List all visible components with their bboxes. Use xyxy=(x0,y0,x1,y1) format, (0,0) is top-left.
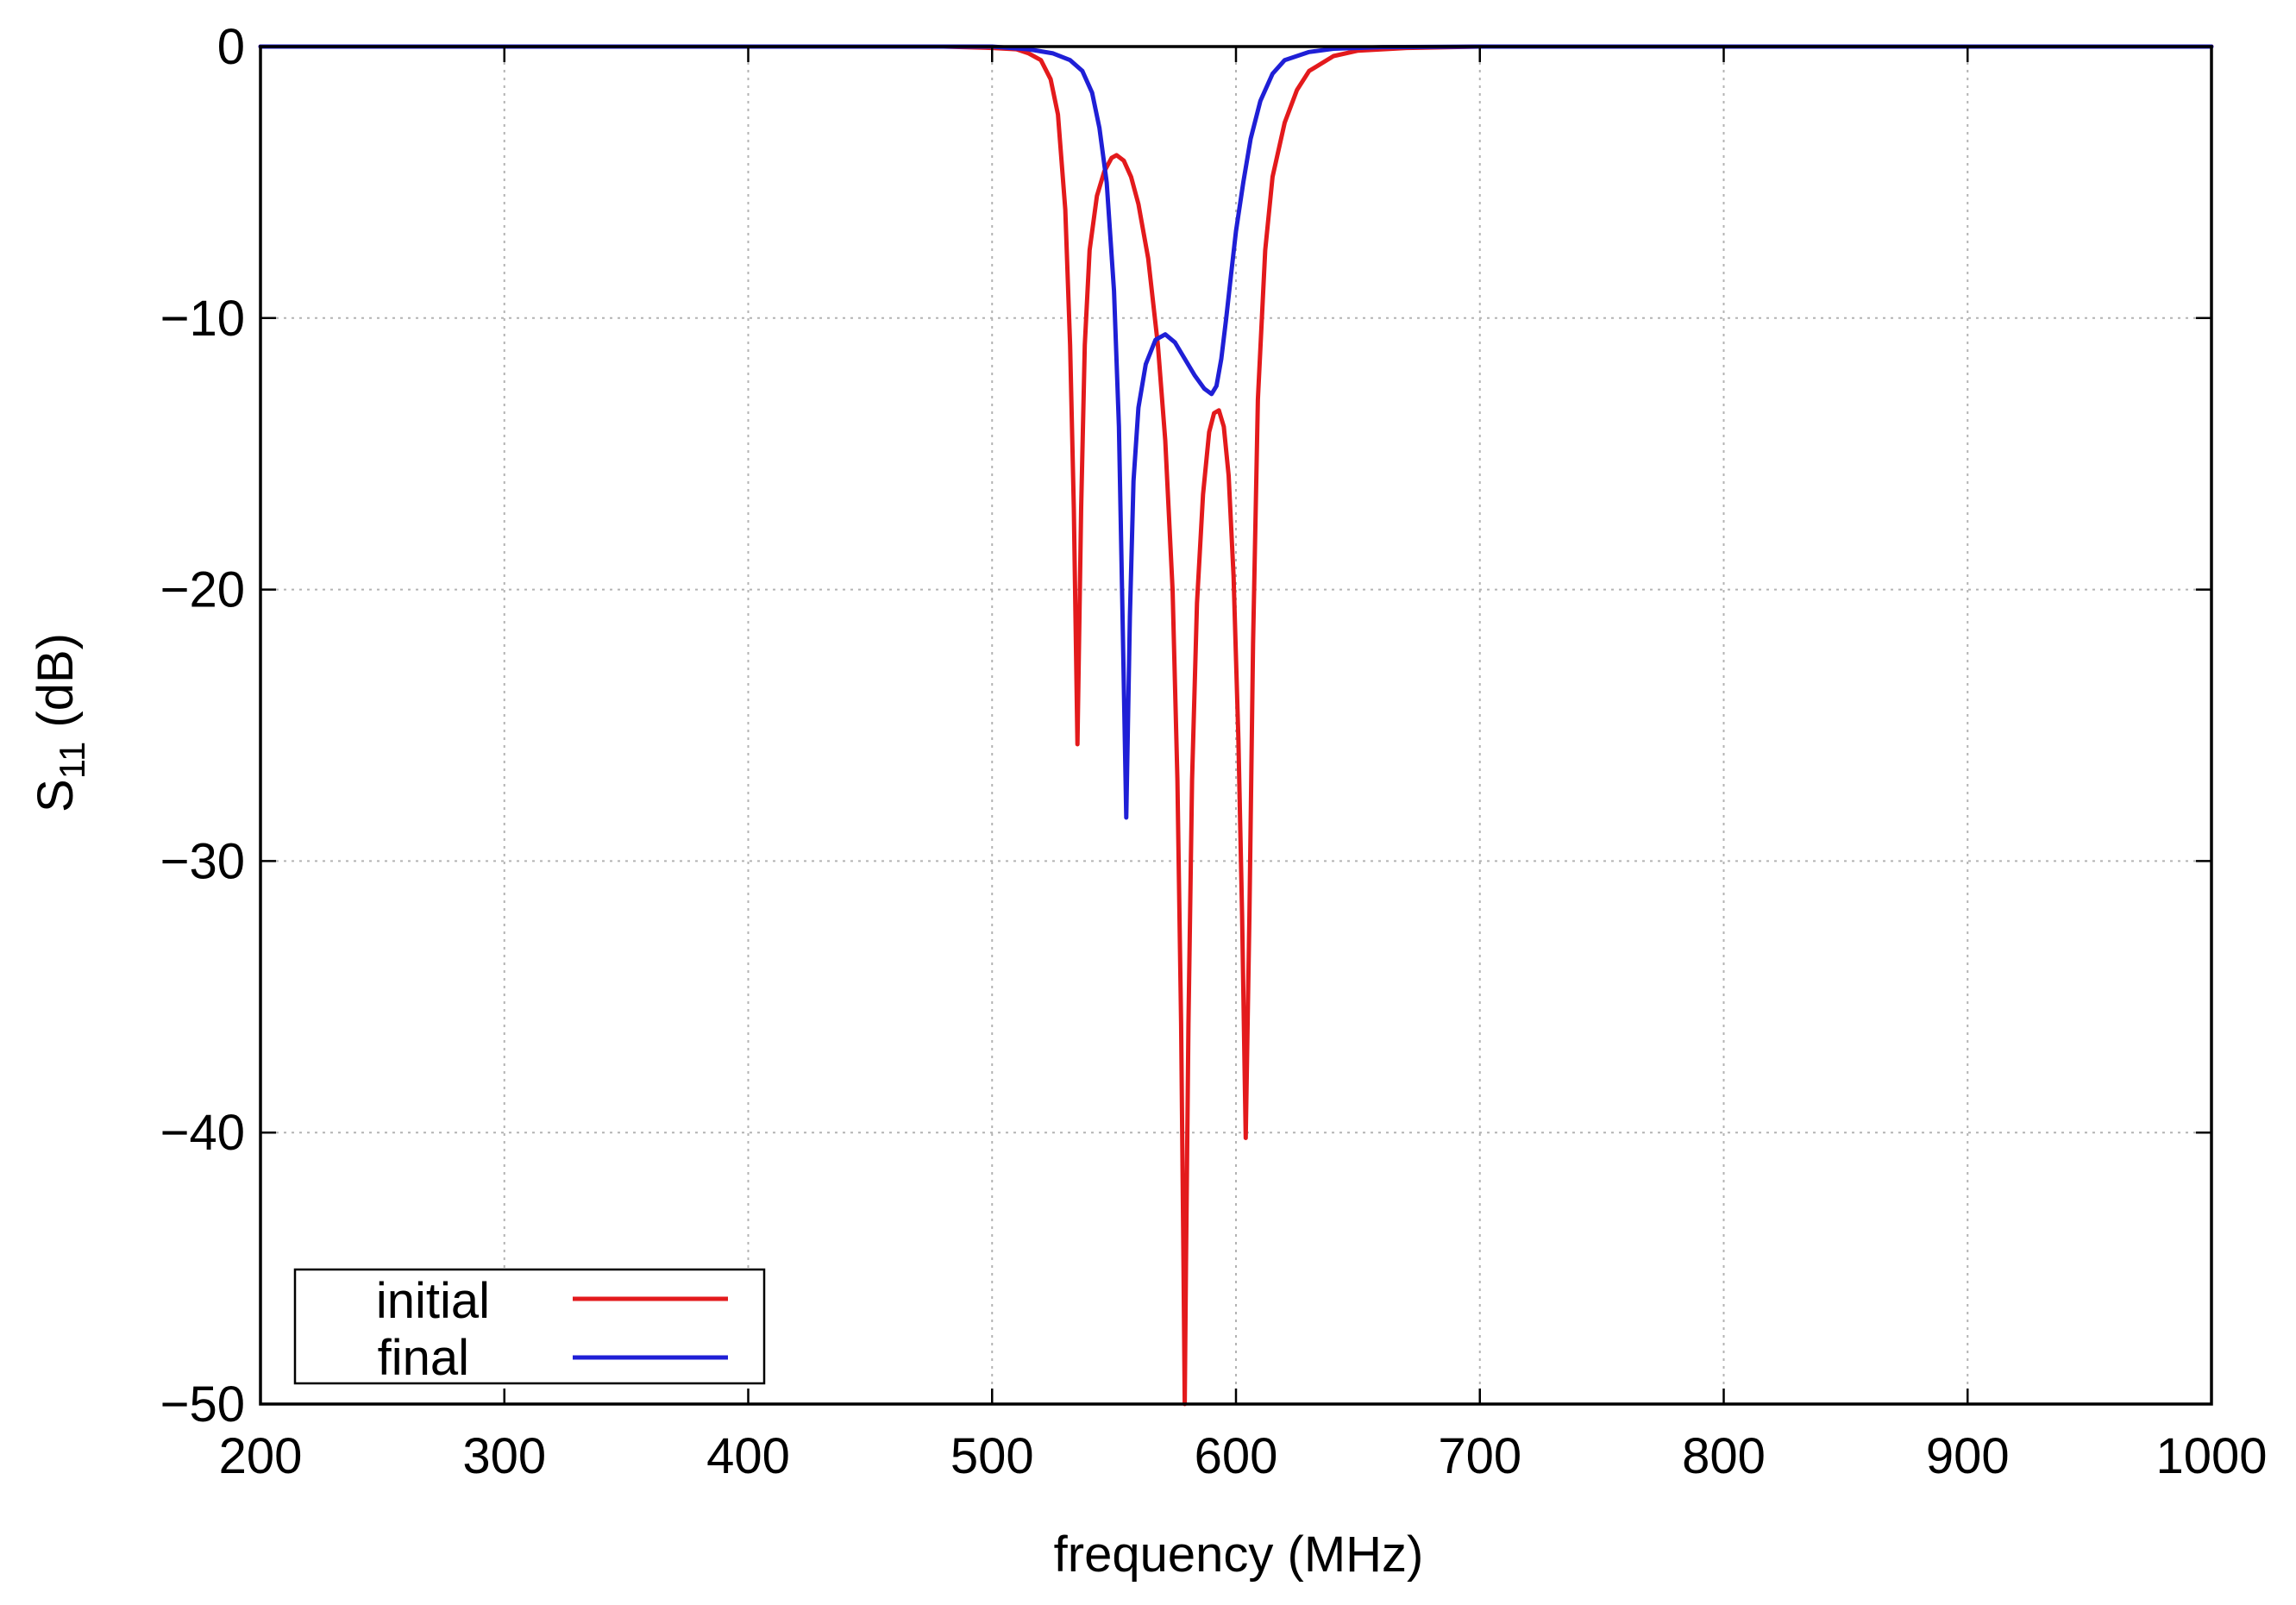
y-axis-title: S11 (dB) xyxy=(28,633,92,812)
y-tick-label: −40 xyxy=(160,1105,245,1161)
legend: initial final xyxy=(293,1268,766,1386)
x-tick-label: 200 xyxy=(219,1428,303,1484)
data-series xyxy=(258,44,2214,1407)
legend-box xyxy=(293,1268,766,1385)
grid-lines xyxy=(260,47,2211,1404)
y-axis-title-base: S xyxy=(28,779,84,812)
x-tick-label: 400 xyxy=(706,1428,790,1484)
x-tick-label: 1000 xyxy=(2155,1428,2267,1484)
legend-label-initial: initial xyxy=(376,1273,490,1329)
x-tick-label: 900 xyxy=(1926,1428,2010,1484)
y-axis-title-subscript: 11 xyxy=(52,742,92,780)
x-tick-label: 300 xyxy=(462,1428,546,1484)
legend-label-final: final xyxy=(378,1330,469,1386)
x-tick-label: 500 xyxy=(950,1428,1034,1484)
y-tick-label: −10 xyxy=(160,291,245,347)
y-axis-title-suffix: (dB) xyxy=(28,633,84,742)
y-tick-label: −20 xyxy=(160,562,245,618)
x-tick-label: 600 xyxy=(1195,1428,1278,1484)
axis-ticks xyxy=(259,45,2213,1406)
series-line-final xyxy=(258,44,2214,820)
x-tick-label: 800 xyxy=(1682,1428,1766,1484)
y-tick-label: −50 xyxy=(160,1376,245,1433)
y-tick-label: 0 xyxy=(217,19,245,75)
x-tick-label: 700 xyxy=(1438,1428,1521,1484)
series-line-initial xyxy=(258,44,2214,1407)
y-tick-label: −30 xyxy=(160,833,245,889)
tick-labels: 200 300 400 500 600 700 800 900 1000 0 −10 −20 −30 −4… xyxy=(160,19,2268,1484)
x-axis-title: frequency (MHz) xyxy=(1054,1527,1424,1583)
